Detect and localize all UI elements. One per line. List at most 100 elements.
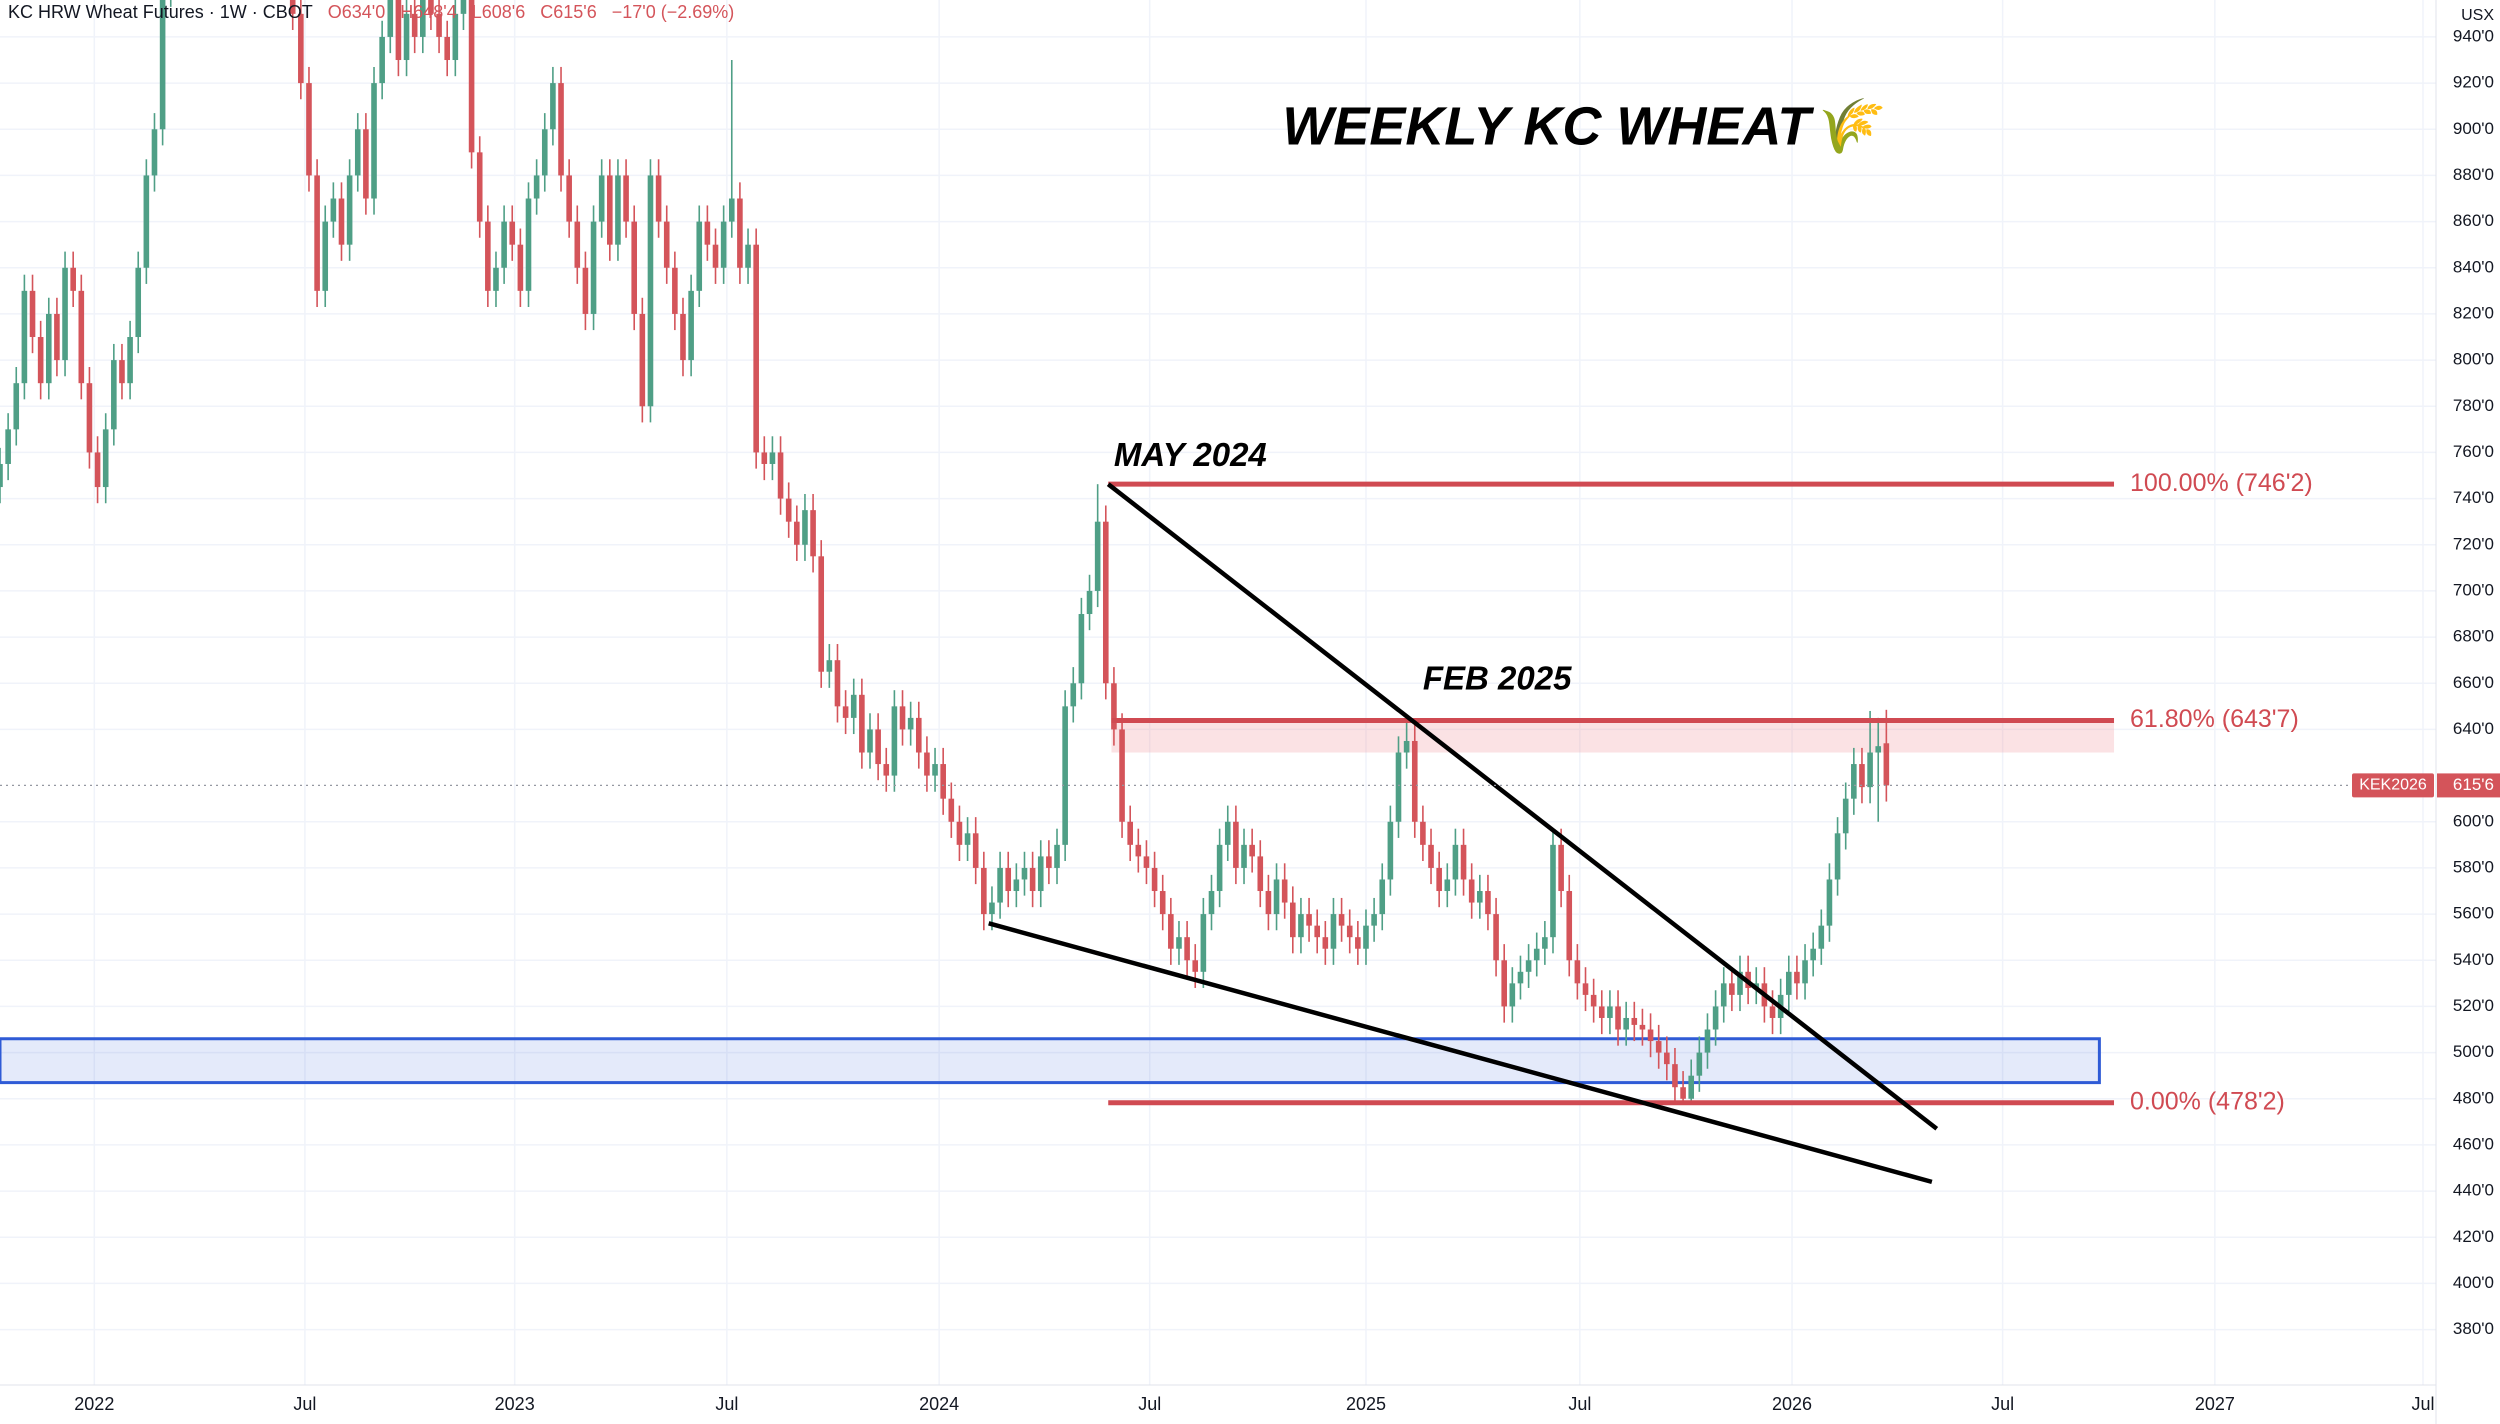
candle-body	[1468, 879, 1475, 903]
candle-body	[1135, 844, 1142, 857]
candle-body	[1200, 914, 1207, 972]
candle-body	[696, 221, 703, 291]
candle-body	[745, 244, 751, 268]
candle-body	[1542, 937, 1548, 949]
candle-body	[867, 729, 873, 753]
candle-body	[794, 521, 800, 545]
candle-body	[566, 175, 572, 222]
candle-body	[54, 313, 60, 361]
candle-body	[1168, 914, 1174, 949]
candle-body	[1387, 821, 1394, 880]
candle-body	[1672, 1064, 1678, 1088]
candle-body	[517, 244, 524, 291]
candle-body	[1037, 856, 1044, 892]
candle-body	[395, 0, 402, 61]
candle-body	[1867, 752, 1873, 788]
y-tick-label: 780'0	[2453, 396, 2494, 415]
candle-body	[1078, 614, 1085, 684]
zone	[1111, 720, 2115, 753]
legend-close: C615'6	[540, 2, 597, 22]
candle-body	[989, 902, 995, 915]
candle-body	[1582, 983, 1589, 995]
candle-body	[1859, 764, 1865, 788]
candle-body	[688, 290, 694, 361]
candle-body	[119, 360, 125, 384]
candle-body	[875, 729, 881, 765]
candle-body	[78, 290, 85, 384]
candle-body	[541, 129, 548, 176]
annotation: FEB 2025	[1423, 660, 1572, 697]
x-tick-label: 2023	[495, 1394, 535, 1414]
candle-body	[525, 198, 532, 291]
candle-body	[1346, 925, 1353, 938]
candle-body	[810, 510, 816, 557]
candle-body	[1655, 1041, 1662, 1053]
candle-body	[1298, 914, 1304, 938]
candle-body	[1395, 752, 1402, 822]
symbol-tag	[2352, 773, 2434, 798]
candle-body	[1086, 590, 1093, 615]
candle-body	[509, 221, 516, 245]
candle-body	[94, 452, 101, 488]
candle-body	[1054, 844, 1060, 868]
candle-body	[1102, 521, 1109, 684]
candle-body	[915, 717, 922, 753]
candle-body	[371, 83, 377, 199]
candle-body	[436, 13, 442, 37]
candle-body	[1216, 844, 1223, 892]
candle-body	[834, 660, 841, 707]
y-tick-label: 480'0	[2453, 1088, 2494, 1107]
y-tick-label: 900'0	[2453, 119, 2494, 138]
y-tick-label: 700'0	[2453, 580, 2494, 599]
candle-body	[1306, 914, 1312, 926]
candle-body	[1363, 925, 1369, 949]
candle-body	[899, 706, 906, 730]
candle-body	[45, 313, 52, 384]
currency: USX	[2461, 7, 2494, 24]
candle-body	[1314, 925, 1320, 938]
x-tick-label: Jul	[1138, 1394, 1161, 1414]
candle-body	[1826, 879, 1833, 926]
candle-body	[1460, 844, 1467, 880]
candle-body	[1403, 740, 1410, 753]
candle-body	[1615, 1006, 1621, 1030]
candle-body	[948, 798, 955, 822]
candle-body	[1444, 879, 1451, 892]
candle-body	[1371, 914, 1377, 926]
symbol-tag-label: KEK2026	[2359, 777, 2427, 794]
legend: KC HRW Wheat Futures · 1W · CBOT O634'0 …	[8, 2, 744, 23]
candle-body	[777, 452, 784, 499]
candle-body	[1696, 1052, 1703, 1076]
candle-body	[1550, 844, 1556, 938]
candle-body	[940, 764, 946, 799]
candle-body	[1184, 937, 1190, 961]
candle-body	[607, 175, 613, 245]
y-tick-label: 740'0	[2453, 488, 2494, 507]
candle-body	[639, 313, 646, 407]
candle-body	[1485, 891, 1491, 915]
candle-body	[1281, 879, 1288, 903]
candle-body	[1737, 971, 1743, 995]
candle-body	[428, 0, 434, 14]
candle-body	[753, 244, 759, 453]
candle-body	[1021, 867, 1028, 880]
candle-body	[1119, 729, 1125, 822]
candle-body	[21, 290, 28, 384]
candle-body	[1322, 937, 1329, 949]
candle-body	[1647, 1029, 1654, 1042]
x-tick-label: 2027	[2195, 1394, 2235, 1414]
candle-body	[1680, 1087, 1686, 1099]
candle-body	[1143, 856, 1150, 868]
candle-body	[1029, 867, 1036, 892]
candle-body	[403, 13, 410, 61]
price-tag	[2437, 773, 2500, 798]
y-tick-label: 580'0	[2453, 857, 2494, 876]
candle-body	[86, 383, 93, 453]
candle-body	[1192, 960, 1199, 972]
candle-body	[1631, 1017, 1638, 1025]
candle-body	[1273, 879, 1280, 915]
candle-body	[420, 0, 426, 37]
candle-body	[859, 694, 865, 753]
y-tick-label: 680'0	[2453, 627, 2494, 646]
